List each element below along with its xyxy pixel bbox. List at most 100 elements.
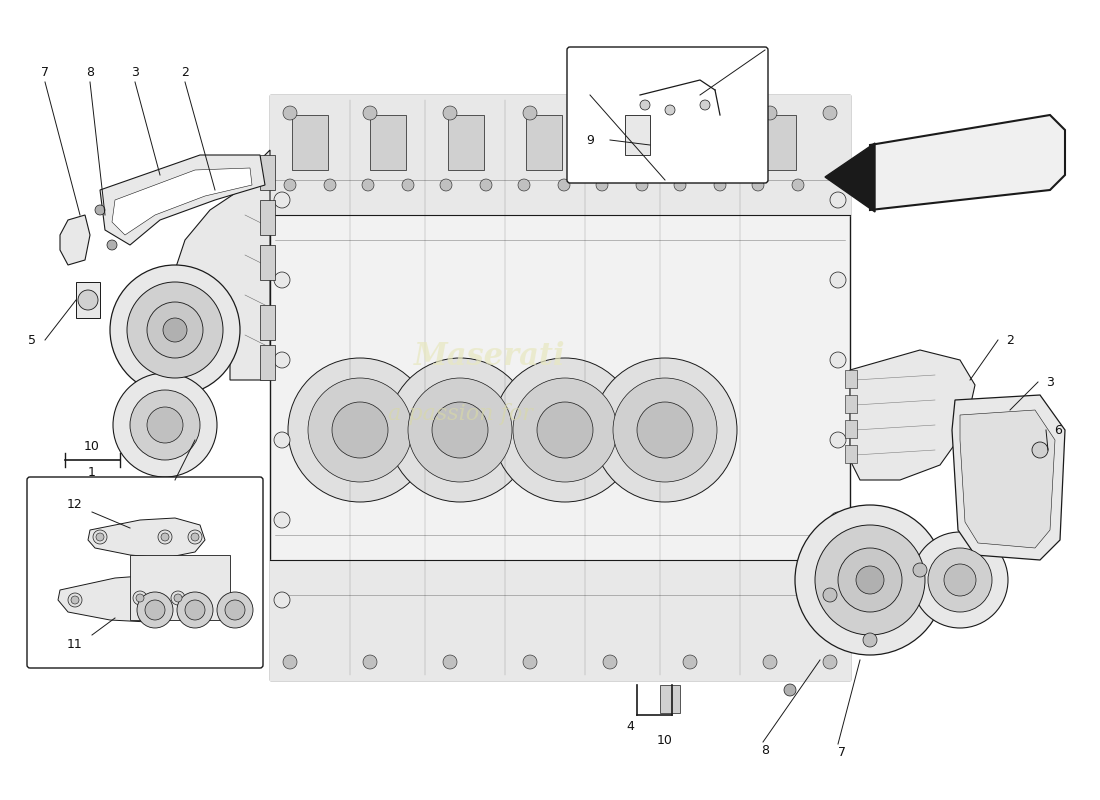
Circle shape (593, 358, 737, 502)
Circle shape (188, 530, 202, 544)
Circle shape (402, 179, 414, 191)
Circle shape (493, 358, 637, 502)
Circle shape (363, 655, 377, 669)
Circle shape (163, 318, 187, 342)
Circle shape (274, 432, 290, 448)
Text: 2: 2 (1006, 334, 1014, 346)
Circle shape (68, 593, 82, 607)
Polygon shape (58, 575, 192, 622)
Circle shape (72, 596, 79, 604)
Circle shape (640, 100, 650, 110)
Text: 4: 4 (626, 719, 634, 733)
Circle shape (440, 179, 452, 191)
Circle shape (815, 525, 925, 635)
Circle shape (185, 600, 205, 620)
Circle shape (637, 402, 693, 458)
Circle shape (130, 390, 200, 460)
Circle shape (830, 352, 846, 368)
Circle shape (95, 205, 104, 215)
Text: a passion for: a passion for (387, 403, 532, 425)
Bar (845, 395, 857, 413)
Circle shape (274, 272, 290, 288)
Circle shape (388, 358, 532, 502)
Circle shape (161, 533, 169, 541)
Circle shape (362, 179, 374, 191)
Circle shape (133, 591, 147, 605)
Circle shape (518, 179, 530, 191)
Circle shape (363, 106, 377, 120)
Bar (260, 155, 275, 190)
Circle shape (714, 179, 726, 191)
Text: 8: 8 (761, 743, 769, 757)
Circle shape (636, 179, 648, 191)
Circle shape (170, 591, 185, 605)
Circle shape (113, 373, 217, 477)
Circle shape (274, 192, 290, 208)
Circle shape (613, 378, 717, 482)
Circle shape (830, 272, 846, 288)
Circle shape (96, 533, 104, 541)
Text: 11: 11 (67, 638, 82, 651)
Circle shape (603, 655, 617, 669)
Circle shape (177, 592, 213, 628)
Text: 3: 3 (1046, 375, 1054, 389)
Circle shape (283, 106, 297, 120)
Circle shape (823, 106, 837, 120)
Text: 2: 2 (182, 66, 189, 78)
Circle shape (288, 358, 432, 502)
Circle shape (838, 548, 902, 612)
Bar (682, 115, 718, 170)
Text: 10: 10 (657, 734, 673, 746)
Circle shape (480, 179, 492, 191)
Bar (845, 370, 857, 388)
Circle shape (147, 407, 183, 443)
Circle shape (513, 378, 617, 482)
Circle shape (110, 265, 240, 395)
Circle shape (830, 512, 846, 528)
Bar (845, 420, 857, 438)
Bar (526, 115, 562, 170)
Circle shape (830, 592, 846, 608)
Circle shape (136, 594, 144, 602)
Circle shape (217, 592, 253, 628)
Circle shape (944, 564, 976, 596)
Circle shape (596, 179, 608, 191)
Bar (76, 282, 100, 318)
Text: 10: 10 (84, 441, 100, 454)
Polygon shape (850, 350, 975, 480)
Circle shape (443, 655, 456, 669)
Circle shape (830, 432, 846, 448)
FancyBboxPatch shape (566, 47, 768, 183)
Circle shape (107, 240, 117, 250)
Circle shape (830, 192, 846, 208)
Bar (604, 115, 640, 170)
Text: 3: 3 (131, 66, 139, 78)
Bar (625, 115, 650, 155)
Circle shape (126, 282, 223, 378)
Text: 8: 8 (86, 66, 94, 78)
Circle shape (147, 302, 204, 358)
Circle shape (700, 100, 710, 110)
Text: 12: 12 (67, 498, 82, 511)
Circle shape (138, 592, 173, 628)
Bar (370, 115, 406, 170)
Circle shape (408, 378, 512, 482)
Circle shape (308, 378, 412, 482)
Bar (260, 345, 275, 380)
Circle shape (823, 655, 837, 669)
Circle shape (274, 352, 290, 368)
Circle shape (1032, 442, 1048, 458)
Circle shape (145, 600, 165, 620)
Circle shape (752, 179, 764, 191)
Circle shape (823, 588, 837, 602)
Circle shape (784, 684, 796, 696)
Text: 7: 7 (41, 66, 50, 78)
Circle shape (795, 505, 945, 655)
Circle shape (283, 655, 297, 669)
Polygon shape (175, 150, 270, 380)
Bar (260, 245, 275, 280)
FancyBboxPatch shape (28, 477, 263, 668)
Text: 7: 7 (838, 746, 846, 758)
Text: Maserati: Maserati (415, 341, 565, 372)
Polygon shape (960, 410, 1055, 548)
